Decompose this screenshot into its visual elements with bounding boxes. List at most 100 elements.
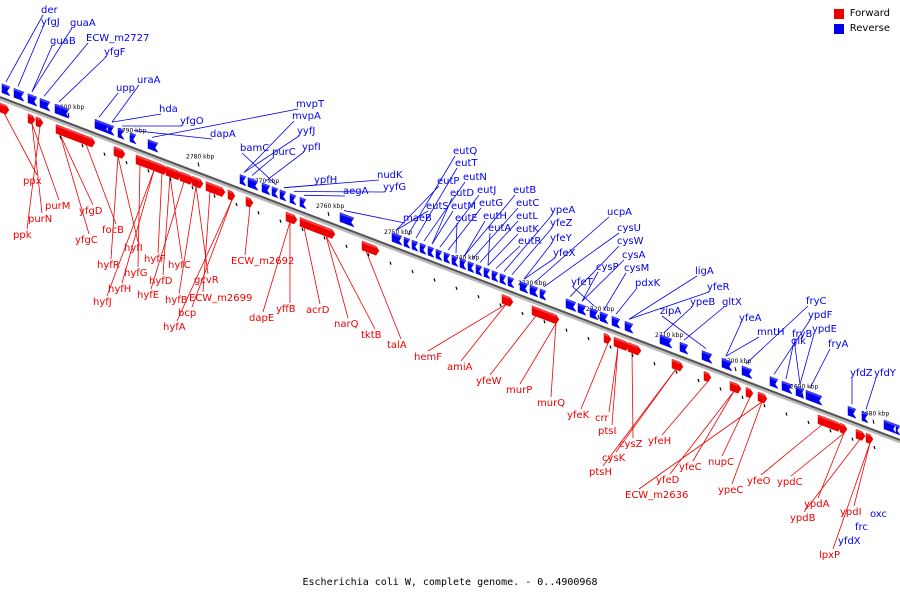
reverse-gene-label: cysU (617, 223, 641, 234)
reverse-gene-label: oxc (870, 509, 887, 520)
forward-swatch (833, 8, 844, 19)
backbone-shadow (0, 97, 900, 444)
tick-mark (197, 162, 200, 167)
reverse-gene-label: eutH (483, 211, 507, 222)
reverse-gene-block (419, 242, 427, 255)
reverse-gene-label: guaA (70, 18, 96, 29)
forward-gene-block (205, 181, 226, 197)
tick-label: 2800 kbp (56, 104, 84, 111)
forward-gene-block (839, 422, 848, 434)
forward-gene-block (179, 171, 194, 185)
backbone-line (0, 96, 900, 441)
forward-gene-label: ECW_m2692 (231, 256, 294, 267)
forward-gene-block (703, 370, 712, 383)
reverse-gene-label: glk (791, 336, 806, 347)
tick-label: 2740 kbp (451, 254, 479, 261)
reverse-gene-label: ypdF (808, 310, 833, 321)
reverse-gene-label: yfdX (838, 536, 861, 547)
reverse-gene-label: yfeR (707, 282, 730, 293)
reverse-gene-label: eutC (516, 198, 539, 209)
reverse-gene-label: ypeA (550, 205, 575, 216)
forward-gene-label: hyfB (165, 295, 188, 306)
reverse-gene-label: mvpA (292, 111, 321, 122)
forward-gene-label: ypdB (790, 513, 816, 524)
forward-gene-label: murP (506, 385, 532, 396)
tick-label: 2690 kbp (790, 384, 818, 391)
forward-gene-block (81, 133, 96, 148)
forward-gene-label: ppk (13, 230, 32, 241)
reverse-gene-block (883, 419, 897, 434)
reverse-gene-block (54, 103, 70, 119)
reverse-gene-label: eutL (516, 211, 538, 222)
reverse-gene-label: uraA (137, 75, 161, 86)
legend-reverse: Reverse (833, 23, 890, 34)
forward-gene-label: lpxP (819, 550, 840, 561)
reverse-gene-label: yfeZ (550, 218, 573, 229)
reverse-gene-block (261, 182, 271, 196)
reverse-gene-label: eutK (516, 224, 539, 235)
forward-gene-block (191, 175, 204, 189)
forward-gene-block (729, 380, 742, 394)
reverse-gene-label: eutN (463, 172, 487, 183)
tick-mark (872, 419, 875, 424)
reverse-gene-block (289, 193, 297, 206)
forward-gene-label: yfeH (648, 436, 671, 447)
forward-gene-label: cysK (602, 453, 626, 464)
reverse-gene-label: ypfH (314, 175, 337, 186)
forward-gene-label: ypdA (804, 499, 830, 510)
reverse-gene-label: cysW (617, 236, 644, 247)
forward-gene-block (113, 146, 126, 159)
tick-label: 2760 kbp (316, 203, 344, 210)
forward-gene-label: hyfE (137, 290, 159, 301)
legend-reverse-label: Reverse (849, 23, 890, 34)
forward-gene-label: ppx (23, 176, 42, 187)
reverse-gene-block (1, 83, 11, 97)
tick-label: 2720 kbp (586, 306, 614, 313)
reverse-gene-block (94, 118, 110, 135)
reverse-gene-block (467, 260, 475, 274)
forward-gene-label: crr (595, 413, 609, 424)
forward-gene-block (227, 189, 236, 201)
legend-forward: Forward (833, 8, 890, 19)
reverse-gene-block (403, 236, 411, 249)
reverse-gene-label: cysA (622, 250, 646, 261)
forward-gene-block (0, 102, 10, 115)
reverse-gene-block (247, 177, 259, 191)
reverse-gene-label: pdxK (635, 278, 661, 289)
reverse-gene-label: yfeY (550, 233, 573, 244)
reverse-gene-block (411, 239, 419, 252)
forward-gene-label: ECW_m2636 (625, 490, 688, 501)
legend-forward-label: Forward (849, 8, 890, 19)
forward-gene-label: ptsI (598, 426, 616, 437)
reverse-gene-block (147, 139, 159, 153)
forward-gene-label: yfeO (747, 476, 771, 487)
reverse-gene-label: eutB (513, 185, 536, 196)
forward-gene-label: purM (45, 201, 70, 212)
reverse-gene-block (475, 264, 483, 277)
reverse-gene-block (443, 251, 451, 265)
reverse-gene-block (499, 273, 507, 286)
reverse-gene-label: yyfG (383, 182, 406, 193)
tick-label: 2700 kbp (723, 358, 751, 365)
forward-gene-block (35, 116, 44, 128)
reverse-gene-label: dapA (210, 129, 236, 140)
reverse-gene-label: yfgJ (41, 17, 60, 28)
reverse-gene-label: yfeA (739, 313, 762, 324)
reverse-gene-label: cysP (596, 262, 619, 273)
reverse-gene-label: yfdZ (850, 368, 873, 379)
forward-gene-label: ypdC (777, 477, 803, 488)
reverse-gene-block (39, 97, 51, 112)
reverse-gene-label: fryB (792, 329, 813, 340)
forward-gene-label: ypeC (718, 485, 743, 496)
reverse-gene-label: ucpA (607, 207, 632, 218)
reverse-gene-block (339, 212, 355, 228)
forward-gene-block (245, 196, 254, 208)
reverse-gene-block (507, 276, 515, 289)
forward-gene-label: hyfC (168, 260, 191, 271)
forward-gene-label: yfeW (476, 376, 502, 387)
reverse-gene-label: eutG (479, 198, 503, 209)
reverse-gene-block (721, 357, 733, 372)
reverse-gene-label: eutD (450, 188, 474, 199)
forward-gene-label: hyfF (144, 254, 166, 265)
